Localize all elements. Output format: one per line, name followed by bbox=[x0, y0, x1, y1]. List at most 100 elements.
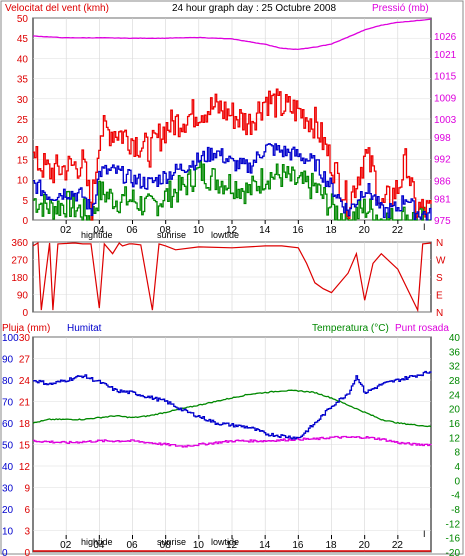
lowtide-label-1: lowtide bbox=[211, 230, 239, 240]
pressure-line bbox=[33, 18, 432, 51]
direction-tick-label: 90 bbox=[17, 291, 29, 302]
sunrise-label-1: sunrise bbox=[157, 230, 186, 240]
compass-tick-label: S bbox=[436, 273, 443, 284]
direction-tick-label: 360 bbox=[11, 238, 28, 249]
humidity-tick-label: 30 bbox=[2, 484, 14, 495]
x-tick-label: 18 bbox=[326, 540, 338, 551]
x-tick-label: 22 bbox=[392, 225, 404, 236]
x-tick-label: 08 bbox=[160, 540, 172, 551]
rain-axis-title: Pluja (mm) bbox=[2, 323, 50, 334]
humidity-tick-label: 40 bbox=[2, 462, 14, 473]
temperature-tick-label: 12 bbox=[449, 433, 461, 444]
climate-series bbox=[32, 370, 432, 552]
humidity-axis-title: Humitat bbox=[67, 323, 102, 334]
wind-tick-label: 0 bbox=[22, 216, 28, 227]
direction-line bbox=[32, 241, 432, 313]
wind-tick-label: 35 bbox=[17, 75, 29, 86]
temperature-tick-label: 16 bbox=[449, 419, 461, 430]
wind-tick-label: 25 bbox=[17, 115, 29, 126]
climate-x-ticks: 02 04 06 08 10 12 14 16 18 20 22 bbox=[60, 535, 403, 551]
temperature-tick-label: 36 bbox=[449, 347, 461, 358]
pressure-tick-label: 1015 bbox=[434, 72, 457, 83]
compass-tick-label: E bbox=[436, 291, 443, 302]
wind-line bbox=[33, 143, 432, 221]
temperature-tick-label: -12 bbox=[446, 519, 461, 530]
compass-tick-label: N bbox=[436, 308, 443, 319]
humidity-tick-label: 50 bbox=[2, 441, 14, 452]
x-tick-label: 12 bbox=[226, 540, 238, 551]
pressure-y-ticks: 975 981 986 992 998 1003 1009 1015 1021 1026 bbox=[434, 32, 457, 227]
rain-tick-label: 9 bbox=[24, 484, 30, 495]
wind-tick-label: 50 bbox=[17, 14, 29, 25]
x-tick-label: 04 bbox=[93, 225, 105, 236]
sunrise-label-3: sunrise bbox=[157, 537, 186, 547]
x-tick-label: 14 bbox=[259, 540, 271, 551]
rain-tick-label: 0 bbox=[24, 548, 30, 556]
hightide-label-3: hightide bbox=[81, 537, 113, 547]
rain-tick-label: 24 bbox=[19, 376, 31, 387]
dewpoint-axis-title: Punt rosada bbox=[395, 323, 449, 334]
pressure-axis-title: Pressió (mb) bbox=[372, 3, 429, 14]
hightide-label-1: hightide bbox=[81, 230, 113, 240]
wind-axis-title: Velocitat del vent (kmh) bbox=[5, 3, 109, 14]
temperature-tick-label: -20 bbox=[446, 548, 461, 556]
humidity-tick-label: 80 bbox=[2, 376, 14, 387]
temperature-tick-label: 20 bbox=[449, 405, 461, 416]
x-tick-label: 06 bbox=[127, 540, 139, 551]
temperature-tick-label: 0 bbox=[454, 476, 460, 487]
direction-y-ticks: 0 90 180 270 360 bbox=[11, 238, 431, 319]
rain-tick-label: 27 bbox=[19, 355, 31, 366]
gust-line bbox=[33, 88, 432, 221]
wind-x-ticks: 02 04 06 08 10 12 14 16 18 20 22 bbox=[60, 220, 403, 236]
wind-tick-label: 30 bbox=[17, 95, 29, 106]
humidity-tick-label: 100 bbox=[2, 333, 19, 344]
x-tick-label: 12 bbox=[226, 225, 238, 236]
wind-low-line bbox=[33, 160, 431, 221]
temperature-y-ticks: -20 -16 -12 -8 -4 0 4 8 12 16 20 24 28 32 36 40 bbox=[446, 333, 461, 556]
dewpoint-line bbox=[33, 435, 432, 448]
temperature-tick-label: 32 bbox=[449, 362, 461, 373]
temperature-tick-label: 40 bbox=[449, 333, 461, 344]
x-tick-label: 02 bbox=[60, 540, 72, 551]
compass-tick-label: W bbox=[436, 256, 446, 267]
humidity-tick-label: 0 bbox=[2, 548, 8, 556]
temperature-tick-label: 4 bbox=[454, 462, 460, 473]
wind-y-ticks: 0 5 10 15 20 25 30 35 40 45 50 bbox=[17, 14, 431, 227]
x-tick-label: 04 bbox=[93, 540, 105, 551]
rain-tick-label: 30 bbox=[19, 333, 31, 344]
wind-tick-label: 15 bbox=[17, 155, 29, 166]
pressure-tick-label: 1003 bbox=[434, 115, 457, 126]
rain-tick-label: 15 bbox=[19, 441, 31, 452]
temperature-axis-title: Temperatura (°C) bbox=[312, 323, 389, 334]
humidity-tick-label: 10 bbox=[2, 527, 14, 538]
x-tick-label: 22 bbox=[392, 540, 404, 551]
wind-tick-label: 20 bbox=[17, 135, 29, 146]
rain-tick-label: 3 bbox=[24, 527, 30, 538]
direction-tick-label: 180 bbox=[11, 273, 28, 284]
wind-series bbox=[33, 18, 432, 221]
humidity-tick-label: 90 bbox=[2, 355, 14, 366]
humidity-tick-label: 60 bbox=[2, 419, 14, 430]
pressure-tick-label: 1021 bbox=[434, 50, 457, 61]
x-tick-label: 20 bbox=[359, 225, 371, 236]
humidity-line bbox=[33, 370, 432, 440]
pressure-tick-label: 986 bbox=[434, 176, 451, 187]
direction-tick-label: 270 bbox=[11, 256, 28, 267]
end-marker-3: I bbox=[423, 529, 426, 539]
wind-tick-label: 10 bbox=[17, 176, 29, 187]
rain-tick-label: 21 bbox=[19, 398, 31, 409]
x-tick-label: 02 bbox=[60, 225, 72, 236]
wind-tick-label: 45 bbox=[17, 34, 29, 45]
pressure-tick-label: 998 bbox=[434, 133, 451, 144]
humidity-tick-label: 20 bbox=[2, 505, 14, 516]
rain-tick-label: 18 bbox=[19, 419, 31, 430]
temperature-line bbox=[32, 389, 432, 428]
x-tick-label: 08 bbox=[160, 225, 172, 236]
pressure-tick-label: 1009 bbox=[434, 93, 457, 104]
pressure-tick-label: 975 bbox=[434, 216, 451, 227]
rain-y-ticks: 0 3 6 9 12 15 18 21 24 27 30 bbox=[19, 333, 31, 556]
